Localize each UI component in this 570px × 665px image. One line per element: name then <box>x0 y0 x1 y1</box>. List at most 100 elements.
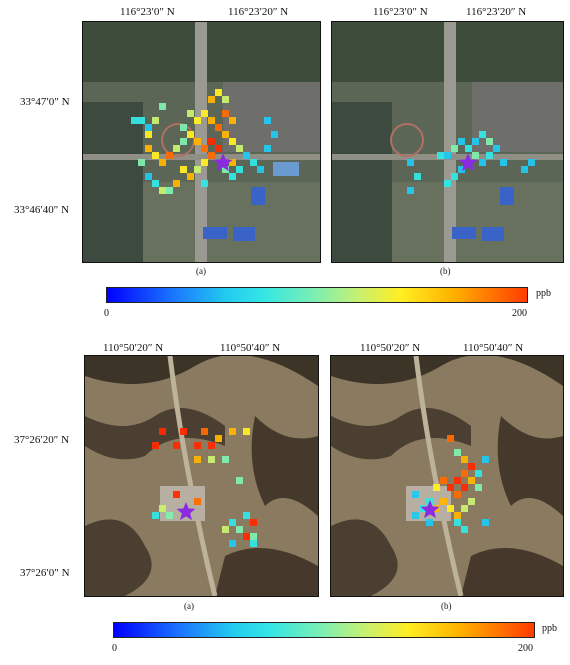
latitude-label: 37°26′0″ N <box>20 567 70 579</box>
concentration-map <box>332 22 563 262</box>
concentration-cell <box>187 110 194 117</box>
concentration-cell <box>152 152 159 159</box>
concentration-cell <box>461 470 468 477</box>
concentration-cell <box>194 166 201 173</box>
concentration-cell <box>173 145 180 152</box>
concentration-cell <box>264 117 271 124</box>
concentration-cell <box>222 526 229 533</box>
concentration-cell <box>475 484 482 491</box>
concentration-cell <box>264 145 271 152</box>
concentration-cell <box>412 491 419 498</box>
latitude-label: 33°47′0″ N <box>20 96 70 108</box>
concentration-cell <box>201 159 208 166</box>
concentration-cell <box>173 180 180 187</box>
concentration-cell <box>166 187 173 194</box>
concentration-cell <box>145 173 152 180</box>
source-star-icon <box>176 502 196 521</box>
concentration-cell <box>222 166 229 173</box>
concentration-cell <box>440 498 447 505</box>
colorbar-max-label: 200 <box>512 308 527 319</box>
concentration-cell <box>479 159 486 166</box>
concentration-cell <box>407 187 414 194</box>
concentration-cell <box>208 117 215 124</box>
concentration-cell <box>222 110 229 117</box>
concentration-cell <box>468 498 475 505</box>
concentration-cell <box>243 512 250 519</box>
concentration-cell <box>173 442 180 449</box>
concentration-cell <box>433 484 440 491</box>
concentration-cell <box>180 138 187 145</box>
concentration-cell <box>454 519 461 526</box>
concentration-cell <box>229 138 236 145</box>
concentration-cell <box>451 173 458 180</box>
concentration-cell <box>152 512 159 519</box>
concentration-cell <box>208 96 215 103</box>
satellite-map-panel-b <box>330 355 564 597</box>
concentration-cell <box>468 463 475 470</box>
concentration-cell <box>215 124 222 131</box>
satellite-map-panel-b <box>331 21 564 263</box>
concentration-cell <box>194 456 201 463</box>
concentration-cell <box>152 117 159 124</box>
concentration-cell <box>482 456 489 463</box>
longitude-label: 110°50′40″ N <box>463 342 524 354</box>
concentration-cell <box>208 152 215 159</box>
concentration-cell <box>440 477 447 484</box>
concentration-cell <box>521 166 528 173</box>
concentration-cell <box>152 180 159 187</box>
concentration-cell <box>208 138 215 145</box>
concentration-cell <box>187 131 194 138</box>
colorbar-max-label: 200 <box>518 643 533 654</box>
concentration-cell <box>208 456 215 463</box>
concentration-cell <box>250 519 257 526</box>
concentration-map <box>331 356 563 596</box>
concentration-cell <box>437 152 444 159</box>
concentration-cell <box>465 145 472 152</box>
concentration-cell <box>243 533 250 540</box>
concentration-cell <box>243 428 250 435</box>
concentration-cell <box>468 477 475 484</box>
concentration-cell <box>180 166 187 173</box>
concentration-cell <box>201 110 208 117</box>
concentration-cell <box>454 477 461 484</box>
concentration-cell <box>201 145 208 152</box>
concentration-cell <box>166 152 173 159</box>
concentration-cell <box>173 491 180 498</box>
concentration-cell <box>407 159 414 166</box>
concentration-cell <box>201 180 208 187</box>
concentration-cell <box>472 138 479 145</box>
concentration-map <box>85 356 318 596</box>
concentration-cell <box>444 152 451 159</box>
concentration-cell <box>194 498 201 505</box>
concentration-cell <box>131 117 138 124</box>
concentration-cell <box>215 435 222 442</box>
concentration-cell <box>166 512 173 519</box>
concentration-cell <box>451 145 458 152</box>
concentration-cell <box>461 505 468 512</box>
concentration-cell <box>461 484 468 491</box>
panel-caption: (b) <box>441 601 452 611</box>
concentration-cell <box>447 484 454 491</box>
concentration-cell <box>454 491 461 498</box>
concentration-cell <box>145 145 152 152</box>
concentration-cell <box>447 505 454 512</box>
concentration-cell <box>528 159 535 166</box>
concentration-cell <box>194 138 201 145</box>
panel-caption: (b) <box>440 266 451 276</box>
concentration-cell <box>500 159 507 166</box>
concentration-cell <box>222 131 229 138</box>
concentration-cell <box>486 152 493 159</box>
concentration-cell <box>145 131 152 138</box>
concentration-cell <box>461 526 468 533</box>
concentration-cell <box>250 159 257 166</box>
latitude-label: 33°46′40″ N <box>14 204 70 216</box>
concentration-cell <box>215 89 222 96</box>
colorbar-unit-label: ppb <box>542 623 557 634</box>
panel-caption: (a) <box>184 601 194 611</box>
concentration-cell <box>138 117 145 124</box>
concentration-cell <box>229 428 236 435</box>
longitude-label: 116°23′20″ N <box>228 6 289 18</box>
concentration-cell <box>236 145 243 152</box>
concentration-cell <box>229 117 236 124</box>
colorbar-min-label: 0 <box>112 643 117 654</box>
